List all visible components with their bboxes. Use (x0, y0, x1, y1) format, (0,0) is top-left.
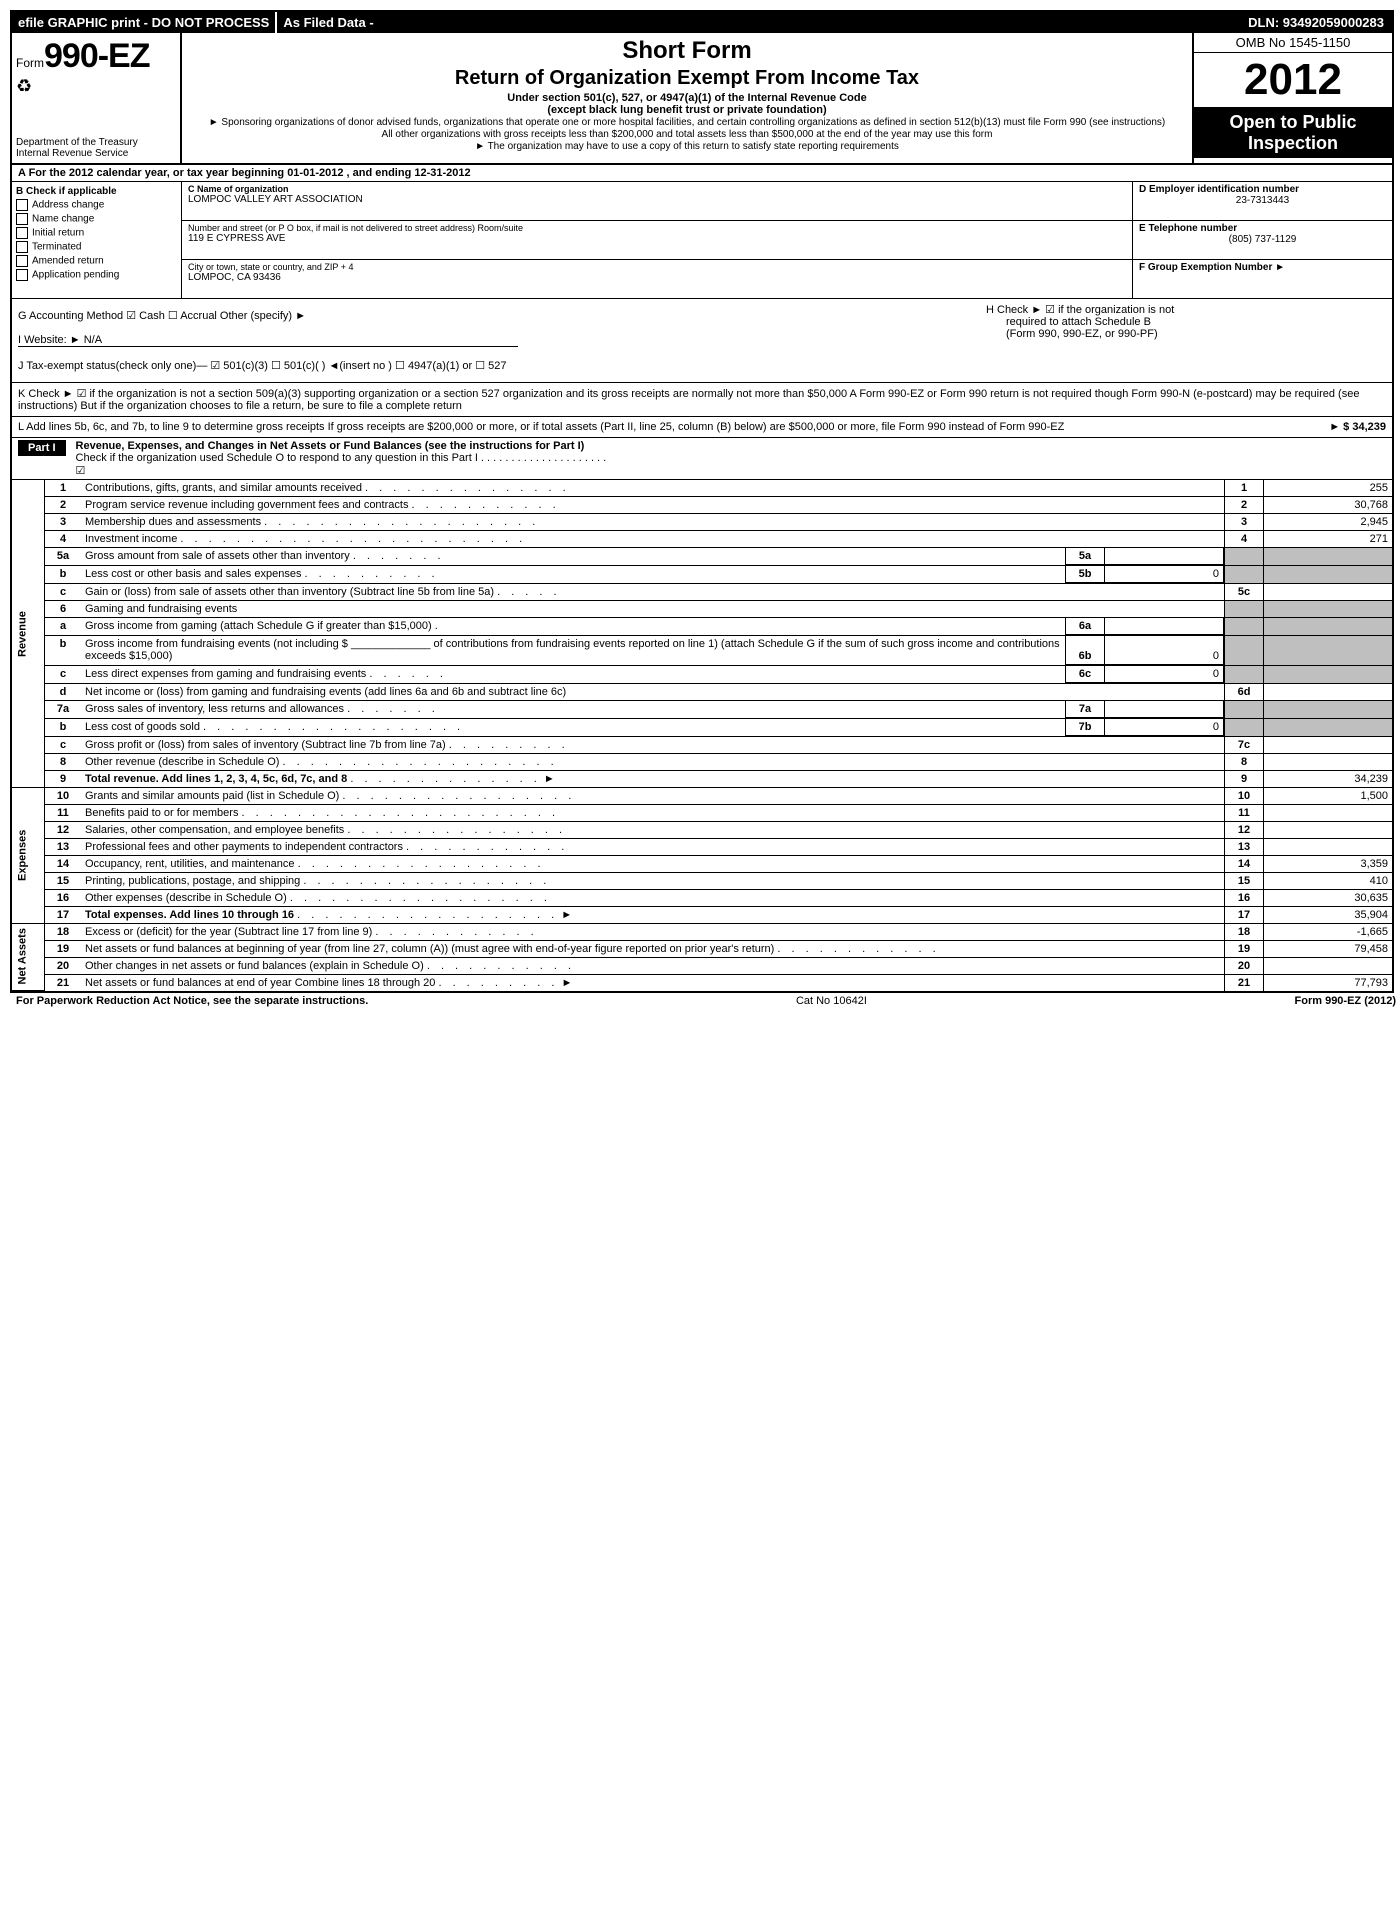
c-label: C Name of organization (188, 184, 1126, 194)
val-14: 3,359 (1264, 855, 1393, 872)
l-block: L Add lines 5b, 6c, and 7b, to line 9 to… (12, 417, 1392, 438)
org-name: LOMPOC VALLEY ART ASSOCIATION (188, 194, 1126, 205)
j-tax-exempt: J Tax-exempt status(check only one)— ☑ 5… (18, 359, 986, 372)
top-bar: efile GRAPHIC print - DO NOT PROCESS As … (12, 12, 1392, 33)
section-sub: Under section 501(c), 527, or 4947(a)(1)… (188, 92, 1186, 104)
h-check-3: (Form 990, 990-EZ, or 990-PF) (986, 328, 1386, 340)
g-accounting: G Accounting Method ☑ Cash ☐ Accrual Oth… (18, 309, 986, 322)
part-1-check: ☑ (76, 465, 86, 477)
part-1-table: Revenue 1 Contributions, gifts, grants, … (12, 480, 1392, 991)
org-city: LOMPOC, CA 93436 (188, 272, 1126, 283)
open-public: Open to Public Inspection (1194, 108, 1392, 158)
asfiled: As Filed Data - (275, 12, 379, 33)
val-5b: 0 (1105, 566, 1224, 583)
omb-number: OMB No 1545-1150 (1194, 33, 1392, 53)
footer-cat: Cat No 10642I (796, 995, 867, 1007)
form-number: 990-EZ (44, 37, 150, 75)
val-8 (1264, 753, 1393, 770)
e-label: E Telephone number (1139, 223, 1386, 234)
val-9: 34,239 (1264, 770, 1393, 787)
check-initial-return[interactable] (16, 227, 28, 239)
note-1: ► Sponsoring organizations of donor advi… (188, 117, 1186, 128)
dept-irs: Internal Revenue Service (16, 148, 176, 159)
short-form-title: Short Form (188, 37, 1186, 65)
f-label: F Group Exemption Number ► (1139, 262, 1386, 273)
part-1-title: Revenue, Expenses, and Changes in Net As… (76, 440, 585, 452)
val-18: -1,665 (1264, 923, 1393, 940)
val-5c (1264, 584, 1393, 601)
col-b-head: B Check if applicable (16, 186, 177, 197)
check-terminated[interactable] (16, 241, 28, 253)
val-6d (1264, 683, 1393, 700)
d-label: D Employer identification number (1139, 184, 1386, 195)
row-a-tax-year: A For the 2012 calendar year, or tax yea… (12, 165, 1392, 182)
val-10: 1,500 (1264, 787, 1393, 804)
h-check-2: required to attach Schedule B (986, 316, 1386, 328)
col-b-checkboxes: B Check if applicable Address change Nam… (12, 182, 182, 298)
l-amount: ► $ 34,239 (1329, 421, 1386, 433)
org-address: 119 E CYPRESS AVE (188, 233, 1126, 244)
city-label: City or town, state or country, and ZIP … (188, 262, 1126, 272)
k-block: K Check ► ☑ if the organization is not a… (12, 383, 1392, 417)
footer-form: Form 990-EZ (2012) (1295, 995, 1396, 1007)
side-revenue: Revenue (12, 480, 45, 787)
header-center: Short Form Return of Organization Exempt… (182, 33, 1192, 163)
val-12 (1264, 821, 1393, 838)
val-21: 77,793 (1264, 974, 1393, 991)
note-3: ► The organization may have to use a cop… (188, 141, 1186, 152)
check-pending[interactable] (16, 269, 28, 281)
check-address-change[interactable] (16, 199, 28, 211)
i-website: I Website: ► N/A (18, 334, 518, 347)
val-16: 30,635 (1264, 889, 1393, 906)
efile-notice: efile GRAPHIC print - DO NOT PROCESS (12, 12, 275, 33)
col-d-through-f: D Employer identification number 23-7313… (1132, 182, 1392, 298)
form-header: Form990-EZ ♻ Department of the Treasury … (12, 33, 1392, 165)
val-7b: 0 (1105, 719, 1224, 736)
recycle-icon: ♻ (16, 76, 176, 97)
header-right: OMB No 1545-1150 2012 Open to Public Ins… (1192, 33, 1392, 163)
ein: 23-7313443 (1139, 195, 1386, 206)
val-20 (1264, 957, 1393, 974)
val-6b: 0 (1105, 636, 1224, 664)
col-c-org-info: C Name of organization LOMPOC VALLEY ART… (182, 182, 1132, 298)
val-13 (1264, 838, 1393, 855)
part-1-sub: Check if the organization used Schedule … (76, 452, 607, 464)
tax-year: 2012 (1194, 53, 1392, 108)
val-2: 30,768 (1264, 497, 1393, 514)
section-b-through-f: B Check if applicable Address change Nam… (12, 182, 1392, 299)
val-6c: 0 (1105, 666, 1224, 683)
form-prefix: Form (16, 56, 44, 70)
h-check-1: H Check ► ☑ if the organization is not (986, 303, 1386, 316)
footer-left: For Paperwork Reduction Act Notice, see … (16, 995, 368, 1007)
header-left: Form990-EZ ♻ Department of the Treasury … (12, 33, 182, 163)
val-3: 2,945 (1264, 514, 1393, 531)
val-4: 271 (1264, 531, 1393, 548)
val-15: 410 (1264, 872, 1393, 889)
dept-treasury: Department of the Treasury (16, 137, 176, 148)
part-1-header: Part I Revenue, Expenses, and Changes in… (12, 438, 1392, 480)
dln-number: DLN: 93492059000283 (1242, 12, 1392, 33)
val-1: 255 (1264, 480, 1393, 497)
form-page: efile GRAPHIC print - DO NOT PROCESS As … (10, 10, 1394, 993)
page-footer: For Paperwork Reduction Act Notice, see … (10, 993, 1400, 1009)
addr-label: Number and street (or P O box, if mail i… (188, 223, 1126, 233)
check-name-change[interactable] (16, 213, 28, 225)
side-net-assets: Net Assets (12, 923, 45, 991)
check-amended[interactable] (16, 255, 28, 267)
except-sub: (except black lung benefit trust or priv… (188, 104, 1186, 116)
val-17: 35,904 (1264, 906, 1393, 923)
side-expenses: Expenses (12, 787, 45, 923)
part-1-label: Part I (18, 440, 66, 456)
phone: (805) 737-1129 (1139, 234, 1386, 245)
val-19: 79,458 (1264, 940, 1393, 957)
val-7c (1264, 736, 1393, 753)
val-11 (1264, 804, 1393, 821)
note-2: All other organizations with gross recei… (188, 129, 1186, 140)
row-g-h-i-j: G Accounting Method ☑ Cash ☐ Accrual Oth… (12, 299, 1392, 383)
return-title: Return of Organization Exempt From Incom… (188, 67, 1186, 90)
